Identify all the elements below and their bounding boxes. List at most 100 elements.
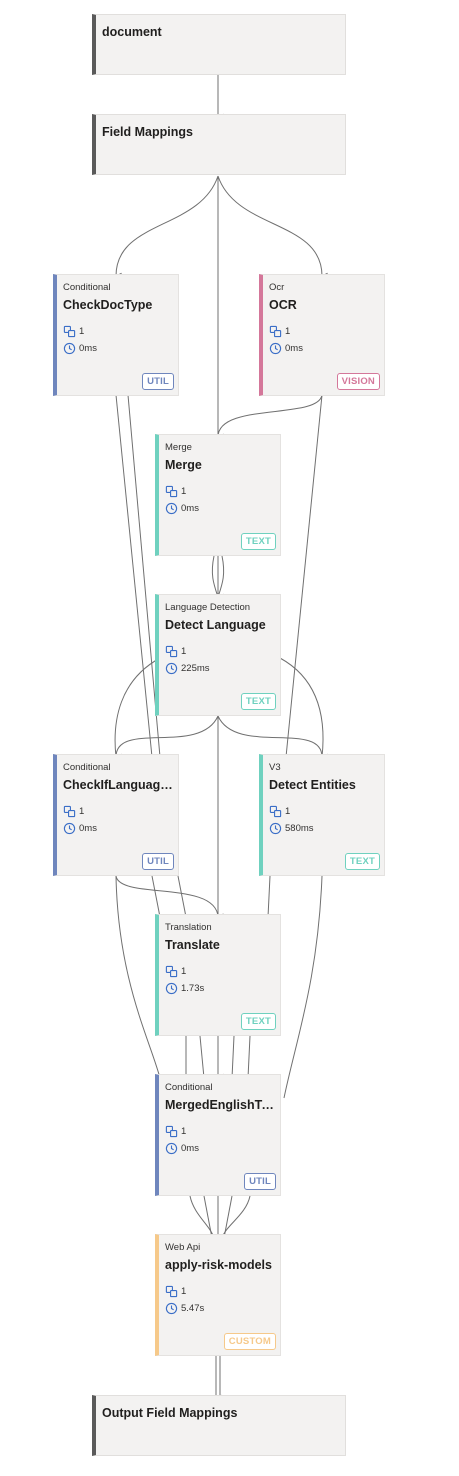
- instances-count: 1: [181, 1286, 187, 1297]
- skill-type-label: Conditional: [63, 282, 111, 293]
- duration-row: 0ms: [165, 502, 199, 515]
- instances-count: 1: [79, 326, 85, 337]
- copy-icon: [165, 965, 178, 978]
- field-mappings-node[interactable]: Field Mappings: [92, 114, 346, 175]
- skill-type-label: Web Api: [165, 1242, 201, 1253]
- duration-value: 225ms: [181, 663, 210, 674]
- clock-icon: [63, 822, 76, 835]
- skill-title: Merge: [165, 458, 202, 472]
- skill-title: MergedEnglishText: [165, 1098, 279, 1112]
- edge-checkiflanguage-translate: [115, 875, 218, 917]
- edge-detectlanguage-detectentities: [217, 715, 322, 757]
- edge-mergedenglish-applyrisk-5: [221, 1195, 251, 1239]
- skill-node-ocr[interactable]: Ocr OCR 1 0ms VISION: [259, 274, 385, 396]
- skill-type-label: V3: [269, 762, 281, 773]
- skill-title: apply-risk-models: [165, 1258, 272, 1272]
- instances-row: 1: [165, 645, 186, 658]
- copy-icon: [269, 805, 282, 818]
- skill-title: CheckIfLanguageIs...: [63, 778, 177, 792]
- instances-row: 1: [63, 805, 84, 818]
- edge-checkiflanguage-mergedenglish: [115, 875, 161, 1079]
- duration-value: 0ms: [181, 503, 199, 514]
- clock-icon: [269, 822, 282, 835]
- clock-icon: [63, 342, 76, 355]
- edge-fieldmappings-checkdoctype: [116, 175, 219, 276]
- clock-icon: [165, 982, 178, 995]
- clock-icon: [165, 502, 178, 515]
- instances-row: 1: [165, 1125, 186, 1138]
- copy-icon: [63, 805, 76, 818]
- document-label: document: [102, 25, 162, 39]
- category-badge: CUSTOM: [223, 1333, 276, 1350]
- skill-node-translate[interactable]: Translation Translate 1 1.73s TEXT: [155, 914, 281, 1036]
- copy-icon: [165, 1125, 178, 1138]
- duration-value: 580ms: [285, 823, 314, 834]
- category-badge: TEXT: [344, 853, 380, 870]
- copy-icon: [165, 645, 178, 658]
- duration-value: 5.47s: [181, 1303, 205, 1314]
- edge-ocr-down: [285, 394, 323, 758]
- duration-row: 5.47s: [165, 1302, 204, 1315]
- duration-value: 0ms: [181, 1143, 199, 1154]
- duration-row: 0ms: [269, 342, 303, 355]
- skill-title: Detect Language: [165, 618, 266, 632]
- copy-icon: [269, 325, 282, 338]
- category-badge: TEXT: [240, 693, 276, 710]
- edge-checkiflanguage-a: [151, 875, 161, 918]
- edge-detectlanguage-right-loop: [279, 657, 324, 758]
- instances-count: 1: [181, 646, 187, 657]
- copy-icon: [63, 325, 76, 338]
- category-badge: TEXT: [240, 1013, 276, 1030]
- clock-icon: [165, 1302, 178, 1315]
- edge-checkdoctype-down-2: [127, 394, 161, 758]
- skill-title: Detect Entities: [269, 778, 356, 792]
- skill-node-checkdoctype[interactable]: Conditional CheckDocType 1 0ms UTIL: [53, 274, 179, 396]
- category-badge: UTIL: [244, 1173, 276, 1190]
- skill-type-label: Ocr: [269, 282, 285, 293]
- skill-type-label: Merge: [165, 442, 192, 453]
- category-badge: UTIL: [142, 373, 174, 390]
- duration-value: 0ms: [79, 343, 97, 354]
- skill-node-detect-language[interactable]: Language Detection Detect Language 1 225ms T…: [155, 594, 281, 716]
- skill-node-merge[interactable]: Merge Merge 1 0ms TEXT: [155, 434, 281, 556]
- skill-node-apply-risk-models[interactable]: Web Api apply-risk-models 1 5.47s CUSTOM: [155, 1234, 281, 1356]
- category-badge: UTIL: [142, 853, 174, 870]
- skill-node-detect-entities[interactable]: V3 Detect Entities 1 580ms TEXT: [259, 754, 385, 876]
- field-mappings-label: Field Mappings: [102, 125, 193, 139]
- duration-value: 1.73s: [181, 983, 205, 994]
- skill-type-label: Conditional: [165, 1082, 213, 1093]
- edge-detectentities-translate-side: [267, 875, 271, 918]
- edge-merge-detectlanguage-3: [217, 555, 225, 598]
- copy-icon: [165, 1285, 178, 1298]
- instances-row: 1: [269, 805, 290, 818]
- edge-ocr-merge: [218, 394, 323, 437]
- duration-value: 0ms: [79, 823, 97, 834]
- skill-type-label: Conditional: [63, 762, 111, 773]
- edge-mergedenglish-applyrisk-3: [203, 1195, 213, 1239]
- instances-row: 1: [165, 965, 186, 978]
- instances-count: 1: [181, 486, 187, 497]
- skill-title: OCR: [269, 298, 297, 312]
- duration-row: 0ms: [63, 822, 97, 835]
- duration-row: 225ms: [165, 662, 210, 675]
- instances-row: 1: [269, 325, 290, 338]
- edge-translate-mergedenglish-2: [199, 1035, 205, 1079]
- output-field-mappings-node[interactable]: Output Field Mappings: [92, 1395, 346, 1456]
- clock-icon: [165, 1142, 178, 1155]
- category-badge: VISION: [336, 373, 380, 390]
- edge-detectlanguage-checkiflanguage: [116, 715, 219, 757]
- skill-node-checkiflanguage[interactable]: Conditional CheckIfLanguageIs... 1 0ms UTIL: [53, 754, 179, 876]
- skill-title: Translate: [165, 938, 220, 952]
- document-node[interactable]: document: [92, 14, 346, 75]
- edge-translate-mergedenglish-5: [247, 1035, 251, 1079]
- clock-icon: [269, 342, 282, 355]
- edge-detectlanguage-left-loop: [114, 657, 161, 758]
- edge-merge-detectlanguage-2: [211, 555, 219, 598]
- duration-row: 0ms: [63, 342, 97, 355]
- edge-detectentities-down: [283, 875, 323, 1099]
- edge-fieldmappings-ocr: [217, 175, 322, 276]
- clock-icon: [165, 662, 178, 675]
- skill-type-label: Translation: [165, 922, 212, 933]
- duration-row: 0ms: [165, 1142, 199, 1155]
- skill-node-mergedenglishtext[interactable]: Conditional MergedEnglishText 1 0ms UTIL: [155, 1074, 281, 1196]
